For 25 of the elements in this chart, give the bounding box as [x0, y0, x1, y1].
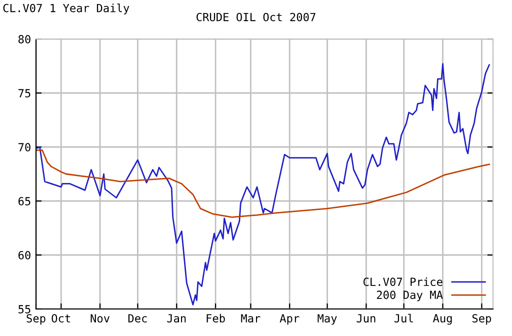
x-tick-label: Feb	[206, 314, 225, 323]
x-tick-label: Oct	[52, 314, 70, 323]
y-tick-label: 70	[18, 143, 30, 152]
chart-title: CRUDE OIL Oct 2007	[196, 12, 316, 22]
legend-label: 200 Day MA	[376, 290, 443, 302]
x-tick-label: Jul	[394, 314, 413, 323]
x-tick-label: Dec	[128, 314, 147, 323]
x-tick-label: Jan	[167, 314, 186, 323]
x-tick-label: Apr	[280, 314, 300, 325]
x-tick-label: Sep	[472, 314, 492, 325]
line-series	[36, 63, 490, 306]
x-tick-label: Aug	[432, 314, 452, 325]
line-series	[36, 150, 490, 218]
y-tick-label: 80	[18, 35, 30, 44]
x-tick-label: Nov	[90, 314, 110, 323]
y-tick-label: 75	[18, 89, 30, 98]
y-tick-label: 60	[18, 251, 30, 260]
x-tick-label: Mar	[241, 314, 260, 323]
x-tick-label: Jun	[356, 314, 376, 323]
x-tick-label: Sep	[26, 314, 46, 325]
x-tick-label: May	[318, 314, 337, 325]
legend-label: CL.V07 Price	[363, 277, 442, 286]
y-tick-label: 65	[18, 197, 30, 206]
y-tick-label: 55	[18, 305, 30, 314]
text: CL.V07 1 Year Daily	[3, 4, 130, 14]
